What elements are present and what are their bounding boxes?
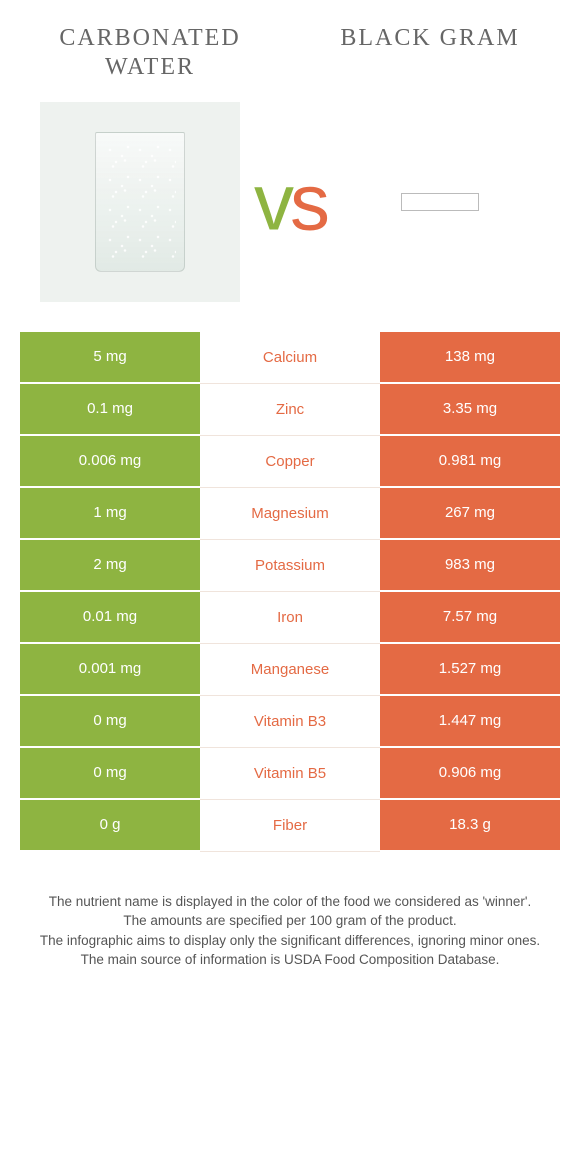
nutrient-name-cell: Manganese: [200, 644, 380, 696]
table-row: 0 gFiber18.3 g: [20, 800, 560, 852]
left-value-cell: 0 g: [20, 800, 200, 852]
nutrient-name-cell: Copper: [200, 436, 380, 488]
nutrient-name-cell: Iron: [200, 592, 380, 644]
right-food-image: [340, 193, 540, 211]
nutrient-name-cell: Vitamin B3: [200, 696, 380, 748]
left-value-cell: 0.006 mg: [20, 436, 200, 488]
image-placeholder-icon: [401, 193, 479, 211]
footer-line: The nutrient name is displayed in the co…: [30, 892, 550, 912]
left-value-cell: 0.001 mg: [20, 644, 200, 696]
nutrient-name-cell: Calcium: [200, 332, 380, 384]
header: Carbonated water Black gram: [0, 0, 580, 82]
footer-line: The infographic aims to display only the…: [30, 931, 550, 951]
left-value-cell: 2 mg: [20, 540, 200, 592]
nutrient-name-cell: Potassium: [200, 540, 380, 592]
right-value-cell: 267 mg: [380, 488, 560, 540]
left-value-cell: 0 mg: [20, 696, 200, 748]
right-value-cell: 1.447 mg: [380, 696, 560, 748]
nutrient-name-cell: Fiber: [200, 800, 380, 852]
vs-label: vs: [254, 156, 326, 248]
carbonated-water-icon: [95, 132, 185, 272]
footer-line: The amounts are specified per 100 gram o…: [30, 911, 550, 931]
table-row: 0 mgVitamin B50.906 mg: [20, 748, 560, 800]
left-food-image: [40, 102, 240, 302]
table-row: 1 mgMagnesium267 mg: [20, 488, 560, 540]
nutrient-name-cell: Vitamin B5: [200, 748, 380, 800]
left-value-cell: 0 mg: [20, 748, 200, 800]
left-value-cell: 0.01 mg: [20, 592, 200, 644]
footer-notes: The nutrient name is displayed in the co…: [30, 892, 550, 970]
nutrient-name-cell: Zinc: [200, 384, 380, 436]
left-food-title: Carbonated water: [40, 24, 260, 82]
right-value-cell: 18.3 g: [380, 800, 560, 852]
left-value-cell: 1 mg: [20, 488, 200, 540]
images-row: vs: [0, 82, 580, 332]
nutrient-name-cell: Magnesium: [200, 488, 380, 540]
right-value-cell: 0.981 mg: [380, 436, 560, 488]
table-row: 0.01 mgIron7.57 mg: [20, 592, 560, 644]
comparison-table: 5 mgCalcium138 mg0.1 mgZinc3.35 mg0.006 …: [20, 332, 560, 852]
right-value-cell: 983 mg: [380, 540, 560, 592]
right-value-cell: 3.35 mg: [380, 384, 560, 436]
left-value-cell: 5 mg: [20, 332, 200, 384]
table-row: 0.006 mgCopper0.981 mg: [20, 436, 560, 488]
table-row: 0 mgVitamin B31.447 mg: [20, 696, 560, 748]
footer-line: The main source of information is USDA F…: [30, 950, 550, 970]
right-food-title: Black gram: [320, 24, 540, 53]
right-value-cell: 7.57 mg: [380, 592, 560, 644]
right-value-cell: 138 mg: [380, 332, 560, 384]
table-row: 0.1 mgZinc3.35 mg: [20, 384, 560, 436]
table-row: 0.001 mgManganese1.527 mg: [20, 644, 560, 696]
table-row: 5 mgCalcium138 mg: [20, 332, 560, 384]
table-row: 2 mgPotassium983 mg: [20, 540, 560, 592]
right-value-cell: 1.527 mg: [380, 644, 560, 696]
left-value-cell: 0.1 mg: [20, 384, 200, 436]
right-value-cell: 0.906 mg: [380, 748, 560, 800]
